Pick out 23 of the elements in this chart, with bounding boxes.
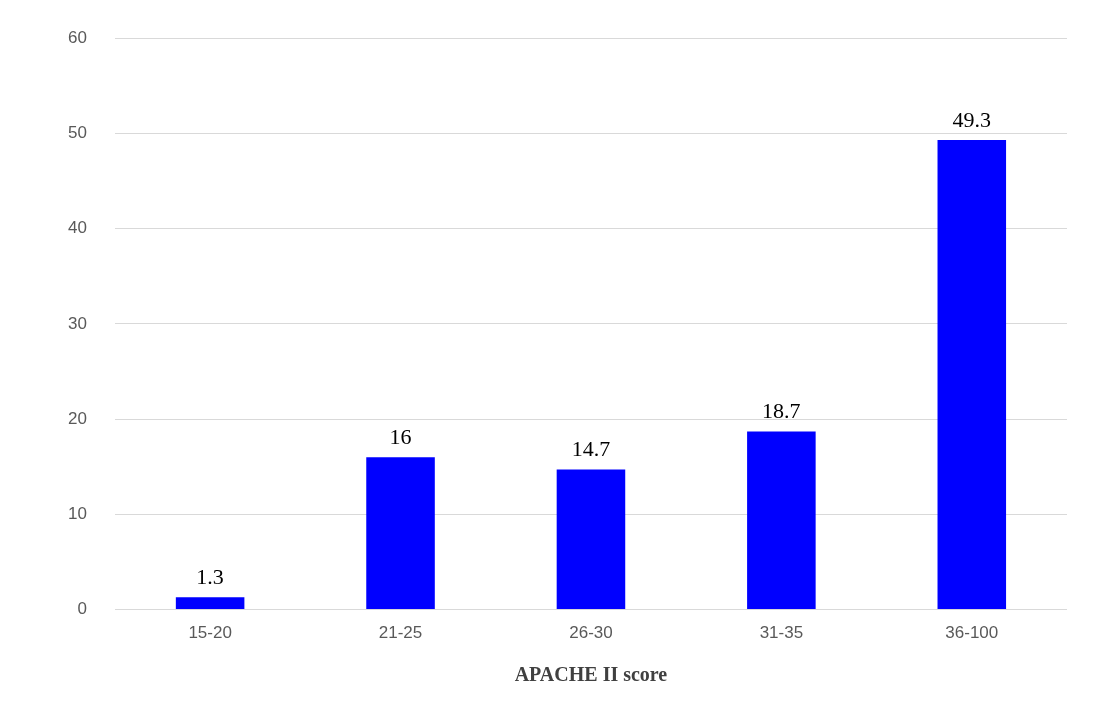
x-tick-label: 15-20: [188, 623, 232, 643]
y-tick-label: 60: [67, 27, 87, 47]
data-label: 1.3: [196, 564, 224, 589]
data-label: 49.3: [952, 106, 992, 132]
x-tick-label: 36-100: [945, 623, 999, 643]
y-tick-label: 10: [67, 504, 87, 524]
x-tick-label: 31-35: [759, 623, 804, 643]
bar: [937, 140, 1007, 610]
y-tick-label: 40: [67, 218, 87, 238]
y-tick-label: 0: [77, 599, 87, 619]
data-label: 14.7: [571, 436, 611, 462]
data-label: 18.7: [762, 398, 801, 424]
y-tick-label: 50: [67, 123, 87, 143]
bar: [556, 469, 626, 610]
bar: [366, 457, 435, 610]
x-axis-title: APACHE II score: [514, 663, 668, 686]
bar: [747, 431, 816, 610]
bar: [175, 597, 245, 610]
y-tick-label: 30: [67, 313, 87, 333]
data-label: 16: [389, 424, 412, 450]
y-tick-label: 20: [67, 408, 87, 428]
x-tick-label: 26-30: [569, 623, 613, 643]
x-tick-label: 21-25: [378, 623, 423, 643]
